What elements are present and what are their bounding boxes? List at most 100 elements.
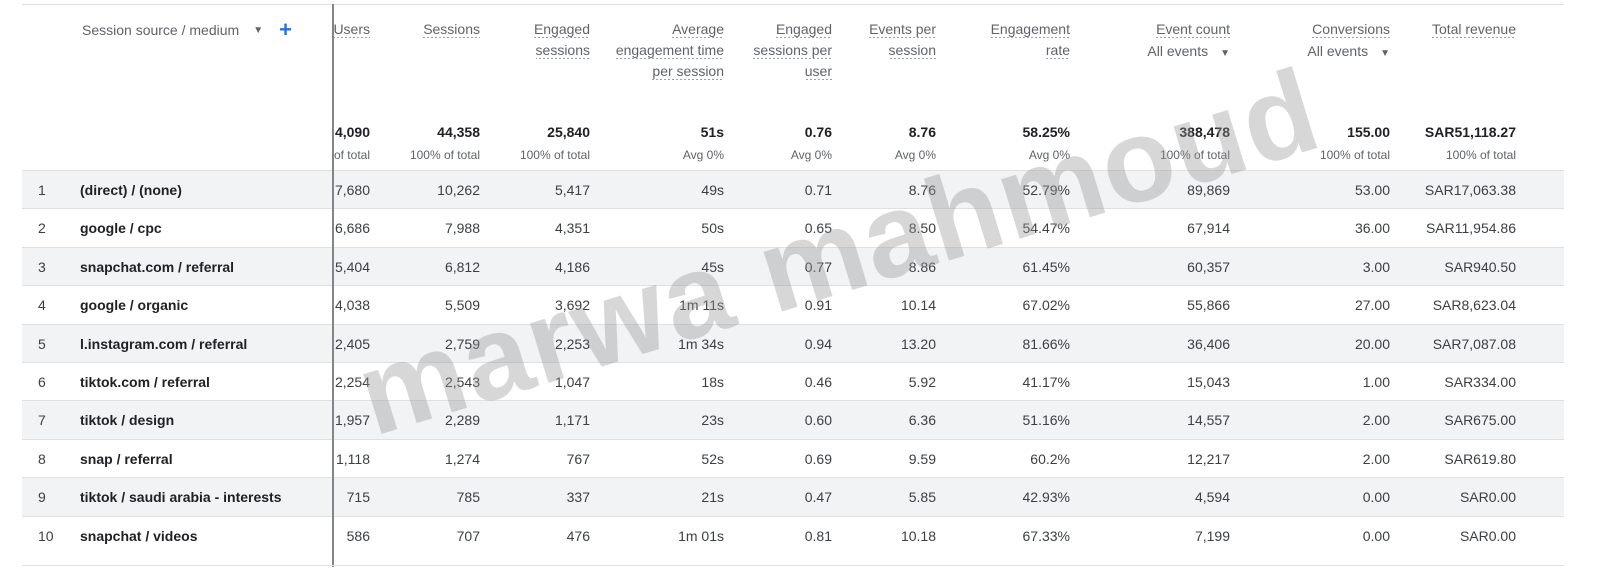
column-header-selector-label: All events [1147, 43, 1209, 59]
cell-engagement_rate: 41.17% [1022, 374, 1070, 390]
table-row[interactable]: 9 tiktok / saudi arabia - interests 715 785… [22, 477, 1564, 517]
cell-users: 1,118 [336, 450, 370, 467]
cell-avg_engagement_time: 21s [701, 489, 724, 506]
total-subtext-users: of total [333, 148, 370, 162]
total-subtext-conversions: 100% of total [1319, 148, 1390, 162]
cell-engaged_per_user: 0.47 [804, 489, 832, 506]
cell-total_revenue: SAR7,087.08 [1432, 335, 1516, 352]
row-index: 9 [38, 489, 46, 506]
column-header-label: Event count [1156, 21, 1230, 38]
total-subtext-sessions: 100% of total [409, 148, 480, 162]
cell-engaged_per_user: 0.65 [804, 220, 832, 237]
row-dimension-value[interactable]: snapchat.com / referral [80, 258, 235, 275]
cell-total_revenue: SAR0.00 [1459, 489, 1516, 506]
cell-engagement_rate: 54.47% [1022, 220, 1070, 237]
dimension-header[interactable]: Session source / medium ▼ + [82, 17, 292, 42]
column-header-avg_engagement_time[interactable]: Average engagement time per session [614, 19, 724, 82]
total-subtext-events_per_session: Avg 0% [894, 148, 936, 162]
cell-conversions: 3.00 [1362, 258, 1390, 275]
total-value-engaged_per_user: 0.76 [804, 124, 832, 140]
row-index: 5 [38, 335, 46, 352]
cell-events_per_session: 8.50 [908, 220, 936, 237]
column-header-label: Average engagement time per session [615, 21, 724, 80]
cell-conversions: 27.00 [1354, 297, 1390, 314]
column-header-label: Engaged sessions [533, 21, 590, 59]
chevron-down-icon[interactable]: ▼ [253, 24, 264, 36]
row-dimension-value[interactable]: snapchat / videos [80, 527, 198, 544]
cell-event_count: 89,869 [1187, 182, 1230, 198]
column-header-event_count[interactable]: Event count All events ▼ [1110, 19, 1230, 64]
total-subtext-engagement_rate: Avg 0% [1028, 148, 1070, 162]
cell-conversions: 20.00 [1354, 335, 1390, 352]
column-header-label: Engaged sessions per user [753, 21, 832, 80]
column-header-label: Total revenue [1431, 21, 1516, 38]
cell-sessions: 2,759 [444, 335, 480, 352]
cell-engagement_rate: 81.66% [1022, 335, 1070, 352]
cell-events_per_session: 5.92 [908, 374, 936, 390]
cell-engagement_rate: 60.2% [1030, 450, 1070, 467]
row-dimension-value[interactable]: tiktok.com / referral [80, 374, 210, 390]
cell-engaged_sessions: 4,186 [554, 258, 590, 275]
cell-engagement_rate: 51.16% [1022, 412, 1070, 429]
column-header-selector[interactable]: All events ▼ [1270, 41, 1390, 64]
cell-events_per_session: 6.36 [908, 412, 936, 429]
column-header-sessions[interactable]: Sessions [390, 19, 480, 40]
cell-sessions: 1,274 [444, 450, 480, 467]
row-dimension-value[interactable]: tiktok / design [80, 412, 175, 429]
table-row[interactable]: 8 snap / referral 1,118 1,274 767 52s 0.69 9.59… [22, 438, 1564, 478]
cell-events_per_session: 13.20 [900, 335, 936, 352]
row-dimension-value[interactable]: (direct) / (none) [80, 182, 182, 198]
chevron-down-icon[interactable]: ▼ [1380, 48, 1390, 59]
cell-sessions: 6,812 [444, 258, 480, 275]
cell-sessions: 2,543 [444, 374, 480, 390]
cell-users: 2,405 [334, 335, 370, 352]
table-row[interactable]: 1 (direct) / (none) 7,680 10,262 5,417 49s 0.7… [22, 170, 1564, 209]
table-row[interactable]: 3 snapchat.com / referral 5,404 6,812 4,186 4… [22, 246, 1564, 286]
cell-avg_engagement_time: 45s [701, 258, 724, 275]
cell-engaged_per_user: 0.46 [804, 374, 832, 390]
table-row[interactable]: 10 snapchat / videos 586 707 476 1m 01s 0.81 10… [22, 515, 1564, 555]
column-header-events_per_session[interactable]: Events per session [856, 19, 936, 61]
row-dimension-value[interactable]: google / cpc [80, 220, 162, 237]
table-row[interactable]: 5 l.instagram.com / referral 2,405 2,759 2,2… [22, 323, 1564, 363]
table-row[interactable]: 7 tiktok / design 1,957 2,289 1,171 23s 0.60 6.… [22, 400, 1564, 440]
total-value-avg_engagement_time: 51s [700, 124, 724, 140]
top-rule [22, 4, 1564, 5]
cell-engaged_sessions: 5,417 [554, 182, 590, 198]
report-table: Session source / medium ▼ + Users Session… [22, 0, 1564, 586]
cell-sessions: 2,289 [444, 412, 480, 429]
column-header-total_revenue[interactable]: Total revenue [1396, 19, 1516, 40]
cell-engaged_per_user: 0.69 [804, 450, 832, 467]
column-header-users[interactable]: Users [310, 19, 370, 40]
column-header-engaged_sessions[interactable]: Engaged sessions [510, 19, 590, 61]
cell-sessions: 785 [456, 489, 480, 506]
total-subtext-event_count: 100% of total [1159, 148, 1230, 162]
cell-engaged_per_user: 0.91 [804, 297, 832, 314]
table-row[interactable]: 4 google / organic 4,038 5,509 3,692 1m 11s 0.… [22, 285, 1564, 324]
cell-users: 7,680 [334, 182, 370, 198]
cell-events_per_session: 5.85 [908, 489, 936, 506]
table-row[interactable]: 6 tiktok.com / referral 2,254 2,543 1,047 18s… [22, 362, 1564, 401]
row-index: 7 [38, 412, 46, 429]
column-header-engagement_rate[interactable]: Engagement rate [970, 19, 1070, 61]
row-dimension-value[interactable]: l.instagram.com / referral [80, 335, 248, 352]
column-divider[interactable] [332, 4, 334, 567]
row-dimension-value[interactable]: snap / referral [80, 450, 173, 467]
cell-event_count: 67,914 [1187, 220, 1230, 237]
total-value-total_revenue: SAR51,118.27 [1424, 124, 1516, 140]
cell-events_per_session: 8.86 [908, 258, 936, 275]
row-index: 10 [38, 527, 54, 544]
cell-avg_engagement_time: 52s [701, 450, 724, 467]
column-header-conversions[interactable]: Conversions All events ▼ [1270, 19, 1390, 64]
cell-engaged_sessions: 1,171 [554, 412, 590, 429]
table-row[interactable]: 2 google / cpc 6,686 7,988 4,351 50s 0.65 8.50 5… [22, 208, 1564, 247]
cell-sessions: 10,262 [437, 182, 480, 198]
plus-icon[interactable]: + [279, 17, 292, 42]
chevron-down-icon[interactable]: ▼ [1220, 48, 1230, 59]
column-header-engaged_per_user[interactable]: Engaged sessions per user [742, 19, 832, 82]
column-header-selector[interactable]: All events ▼ [1110, 41, 1230, 64]
row-dimension-value[interactable]: tiktok / saudi arabia - interests [80, 489, 282, 506]
column-header-selector-label: All events [1307, 43, 1369, 59]
cell-engagement_rate: 67.33% [1022, 527, 1070, 544]
row-dimension-value[interactable]: google / organic [80, 297, 189, 314]
